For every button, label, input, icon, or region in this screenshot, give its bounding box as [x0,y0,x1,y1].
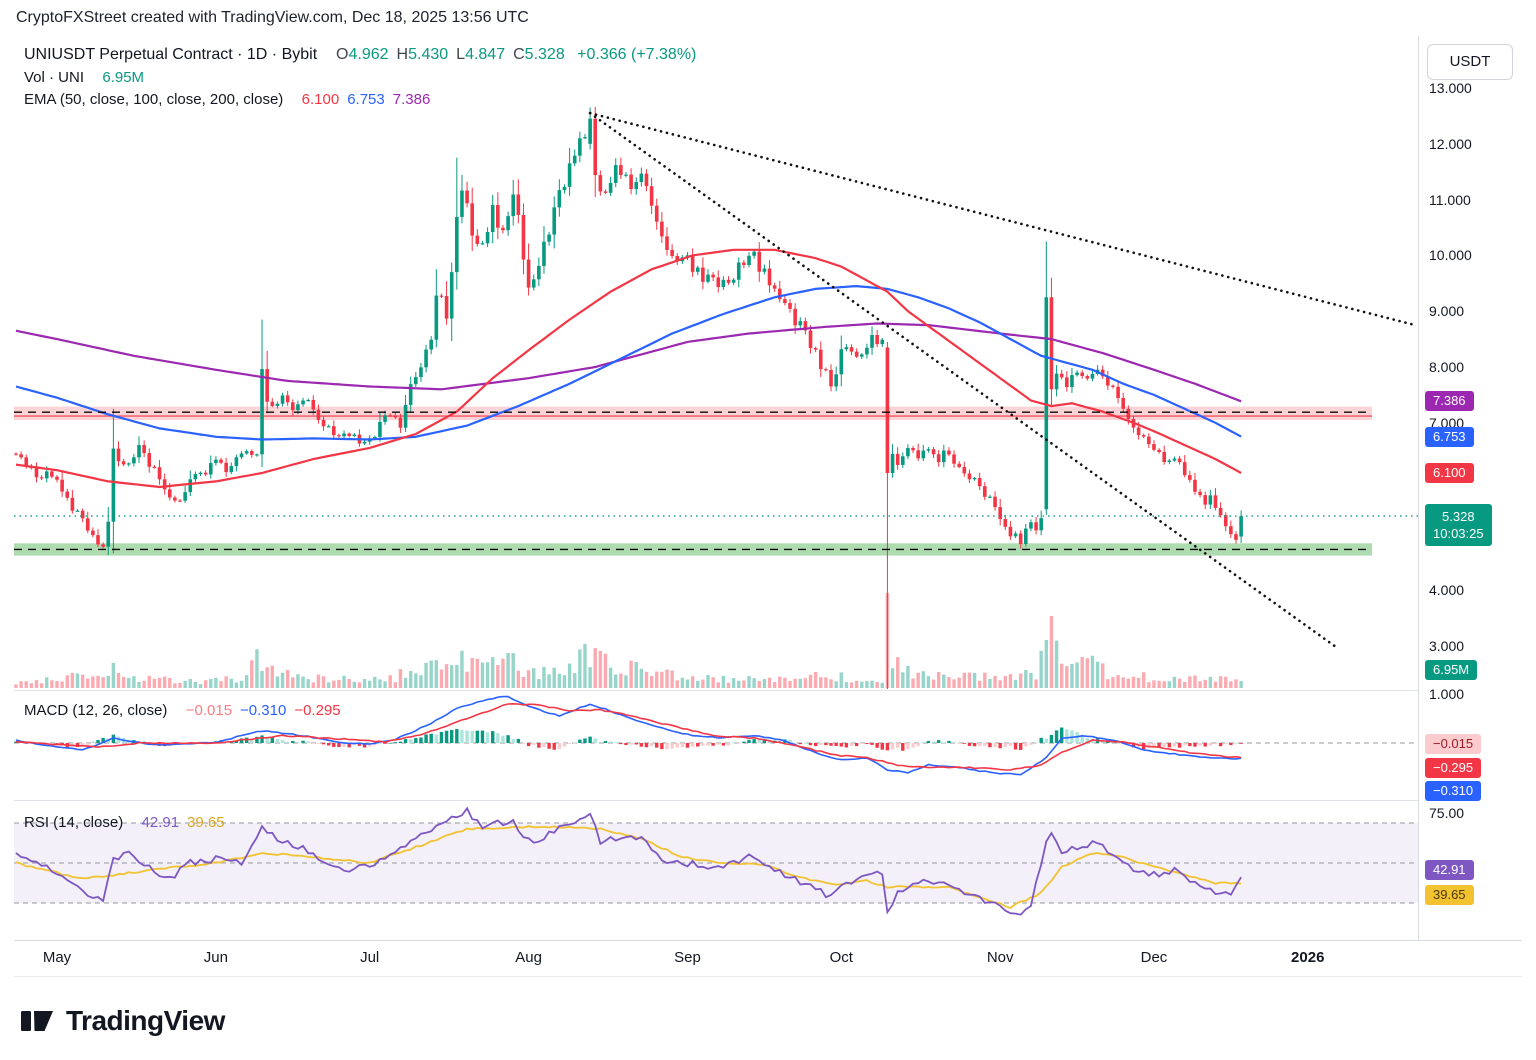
month-label-dec: Dec [1140,949,1168,966]
rsi-line [15,806,1242,916]
macd-signal-badge: −0.295 [1425,758,1482,778]
trendline-steep-descending [588,111,1340,651]
month-label-jul: Jul [360,949,380,966]
ema50-line [15,248,1242,489]
macd-line [15,695,1242,776]
time-axis[interactable]: May Jun Jul Aug Sep Oct Nov Dec 2026 [14,940,1522,977]
month-label-jun: Jun [203,949,228,966]
macd-tick: 1.000 [1429,686,1465,702]
price-axis[interactable]: USDT 13.000 12.000 11.000 10.000 9.000 8.000 7… [1418,36,1536,940]
ema200-badge: 7.386 [1425,391,1474,412]
macd-line-badge: −0.310 [1425,781,1482,801]
price-tick-12.000: 12.000 [1429,135,1472,152]
ema100-badge: 6.753 [1425,426,1474,447]
rsi-panel [14,806,1418,916]
rsi-ma-line [15,825,1242,910]
currency-button[interactable]: USDT [1427,44,1513,80]
tradingview-logo [21,1011,53,1031]
rsi-tick: 75.00 [1429,805,1465,821]
axis-badge: 6.95M [1425,660,1478,680]
macd-signal-line [15,702,1242,771]
rsi-badge: 42.91 [1425,860,1474,880]
month-label-sep: Sep [674,949,701,966]
trendline-upper-descending [588,111,1417,327]
year-label: 2026 [1291,949,1325,966]
month-label-may: May [42,949,72,966]
attribution-bar: CryptoFXStreet created with TradingView.… [16,9,529,26]
chart-container: UNIUSDT Perpetual Contract · 1D · Bybit … [0,36,1536,977]
price-chart[interactable] [14,36,1418,940]
brand-name: TradingView [66,1005,225,1036]
price-tick-9.000: 9.000 [1429,303,1465,320]
month-label-nov: Nov [986,949,1014,966]
macd-hist-badge: −0.015 [1425,734,1482,754]
ema200-line [15,322,1242,403]
zone-resistance [14,406,1372,421]
price-tick-4.000: 4.000 [1429,582,1465,599]
month-label-oct: Oct [829,949,853,966]
price-tick-13.000: 13.000 [1429,80,1472,96]
price-tick-10.000: 10.000 [1429,247,1472,264]
footer: TradingView [18,1002,1536,1040]
current-price-badge: 5.328 10:03:25 [1425,504,1492,547]
price-tick-3.000: 3.000 [1429,638,1465,654]
month-label-aug: Aug [515,949,542,966]
rsi-ma-badge: 39.65 [1425,885,1474,905]
price-tick-11.000: 11.000 [1429,191,1471,208]
ema50-badge: 6.100 [1425,463,1474,484]
macd-panel [14,695,1418,776]
price-tick-8.000: 8.000 [1429,359,1465,375]
ema100-line [15,284,1242,441]
main-panel [14,106,1418,689]
